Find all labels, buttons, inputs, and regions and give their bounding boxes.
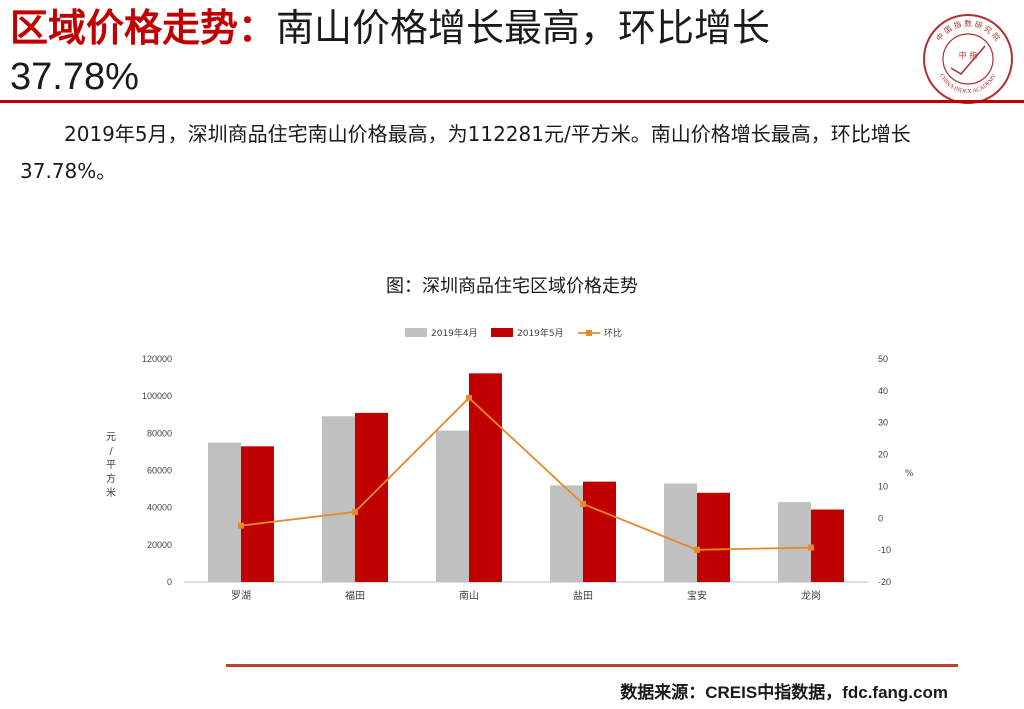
bar-april	[550, 485, 583, 582]
bar-may	[355, 412, 388, 582]
mom-change-point	[238, 522, 244, 529]
x-tick-label: 盐田	[573, 589, 593, 602]
y-left-tick-label: 60000	[147, 466, 172, 476]
bar-april	[322, 416, 355, 582]
y-right-tick-label: -20	[878, 577, 891, 587]
price-trend-chart: 0 20000 40000 60000 80000 100000 120000 -20 -10 0…	[106, 327, 914, 602]
y-right-axis-label: %	[905, 469, 914, 479]
chart-title: 图：深圳商品住宅区域价格走势	[386, 276, 638, 297]
y-left-tick-label: 120000	[142, 354, 172, 364]
legend-label: 环比	[604, 327, 622, 339]
x-tick-label: 罗湖	[231, 590, 251, 602]
y-right-tick-label: 0	[878, 513, 883, 523]
bar-april	[664, 483, 697, 582]
title-divider	[0, 100, 1024, 103]
y-right-tick-label: 40	[878, 386, 888, 396]
y-left-tick-label: 100000	[142, 391, 172, 401]
legend-line-marker	[586, 330, 592, 336]
mom-change-point	[580, 500, 586, 507]
bar-may	[811, 509, 844, 582]
china-index-academy-logo: 中 国 指 数 研 究 院 CHINA INDEX ACADEMY 中 指	[923, 14, 1013, 104]
legend-label: 2019年4月	[431, 327, 478, 339]
summary-paragraph: 2019年5月，深圳商品住宅南山价格最高，为112281元/平方米。南山价格增长…	[20, 122, 911, 183]
bar-april	[208, 442, 241, 582]
data-source: 数据来源：CREIS中指数据，fdc.fang.com	[620, 683, 948, 702]
y-left-tick-label: 80000	[147, 428, 172, 438]
footer-divider	[226, 664, 958, 667]
title-highlight: 区域价格走势：	[10, 6, 277, 50]
bar-april	[778, 502, 811, 582]
logo-center-text: 中 指	[959, 50, 978, 60]
y-left-axis-label-char: /	[109, 446, 113, 457]
bar-april	[436, 430, 469, 582]
y-left-axis-label-char: 元	[106, 432, 116, 443]
x-tick-label: 龙岗	[801, 589, 821, 602]
y-left-axis-label-char: 方	[106, 472, 116, 485]
bar-may	[469, 373, 502, 582]
y-right-tick-label: 10	[878, 481, 888, 491]
mom-change-point	[808, 544, 814, 551]
y-right-tick-label: 50	[878, 354, 888, 364]
x-tick-label: 宝安	[687, 589, 707, 602]
mom-change-line	[240, 396, 812, 551]
bar-may	[583, 481, 616, 582]
y-right-tick-label: -10	[878, 545, 891, 555]
legend-label: 2019年5月	[517, 327, 564, 339]
mom-change-point	[466, 394, 472, 401]
y-left-tick-label: 40000	[147, 503, 172, 513]
legend-swatch	[405, 328, 427, 337]
y-left-axis-label-char: 平	[106, 460, 116, 471]
x-tick-label: 福田	[345, 589, 365, 602]
title-percent: 37.78%	[10, 56, 139, 98]
mom-change-point	[694, 546, 700, 553]
x-tick-label: 南山	[459, 589, 479, 602]
bar-may	[241, 446, 274, 582]
y-left-axis-label-char: 米	[106, 486, 116, 499]
y-left-tick-label: 20000	[147, 540, 172, 550]
mom-change-point	[352, 508, 358, 515]
y-left-tick-label: 0	[167, 577, 172, 587]
title-main: 南山价格增长最高，环比增长	[276, 6, 771, 50]
bar-may	[697, 492, 730, 582]
y-right-tick-label: 30	[878, 418, 888, 428]
page-title: 区域价格走势：南山价格增长最高，环比增长 37.78%	[10, 4, 900, 101]
y-right-tick-label: 20	[878, 450, 888, 460]
legend-swatch	[491, 328, 513, 337]
